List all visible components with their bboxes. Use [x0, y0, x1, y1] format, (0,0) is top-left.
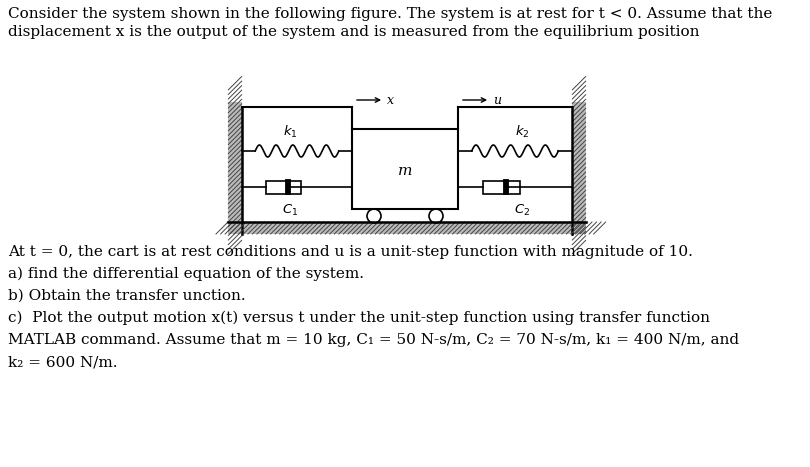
- Text: m: m: [398, 164, 412, 178]
- Bar: [266, 181, 301, 193]
- Text: b) Obtain the transfer unction.: b) Obtain the transfer unction.: [8, 289, 245, 303]
- Text: $k_1$: $k_1$: [283, 124, 298, 140]
- Text: $C_1$: $C_1$: [282, 203, 299, 218]
- Bar: [352, 129, 458, 209]
- Bar: [572, 102, 586, 234]
- Text: At t = 0, the cart is at rest conditions and u is a unit-step function with magn: At t = 0, the cart is at rest conditions…: [8, 245, 693, 259]
- Bar: [228, 102, 242, 234]
- Text: u: u: [493, 93, 501, 106]
- Text: x: x: [387, 93, 394, 106]
- Text: a) find the differential equation of the system.: a) find the differential equation of the…: [8, 267, 364, 282]
- Text: $k_2$: $k_2$: [514, 124, 529, 140]
- Text: Consider the system shown in the following figure. The system is at rest for t <: Consider the system shown in the followi…: [8, 7, 773, 21]
- Bar: [483, 181, 519, 193]
- Bar: [228, 222, 586, 234]
- Text: MATLAB command. Assume that m = 10 kg, C₁ = 50 N-s/m, C₂ = 70 N-s/m, k₁ = 400 N/: MATLAB command. Assume that m = 10 kg, C…: [8, 333, 739, 347]
- Text: k₂ = 600 N/m.: k₂ = 600 N/m.: [8, 355, 117, 369]
- Text: c)  Plot the output motion x(t) versus t under the unit-step function using tran: c) Plot the output motion x(t) versus t …: [8, 311, 710, 325]
- Text: $C_2$: $C_2$: [514, 203, 530, 218]
- Text: displacement x is the output of the system and is measured from the equilibrium : displacement x is the output of the syst…: [8, 25, 700, 39]
